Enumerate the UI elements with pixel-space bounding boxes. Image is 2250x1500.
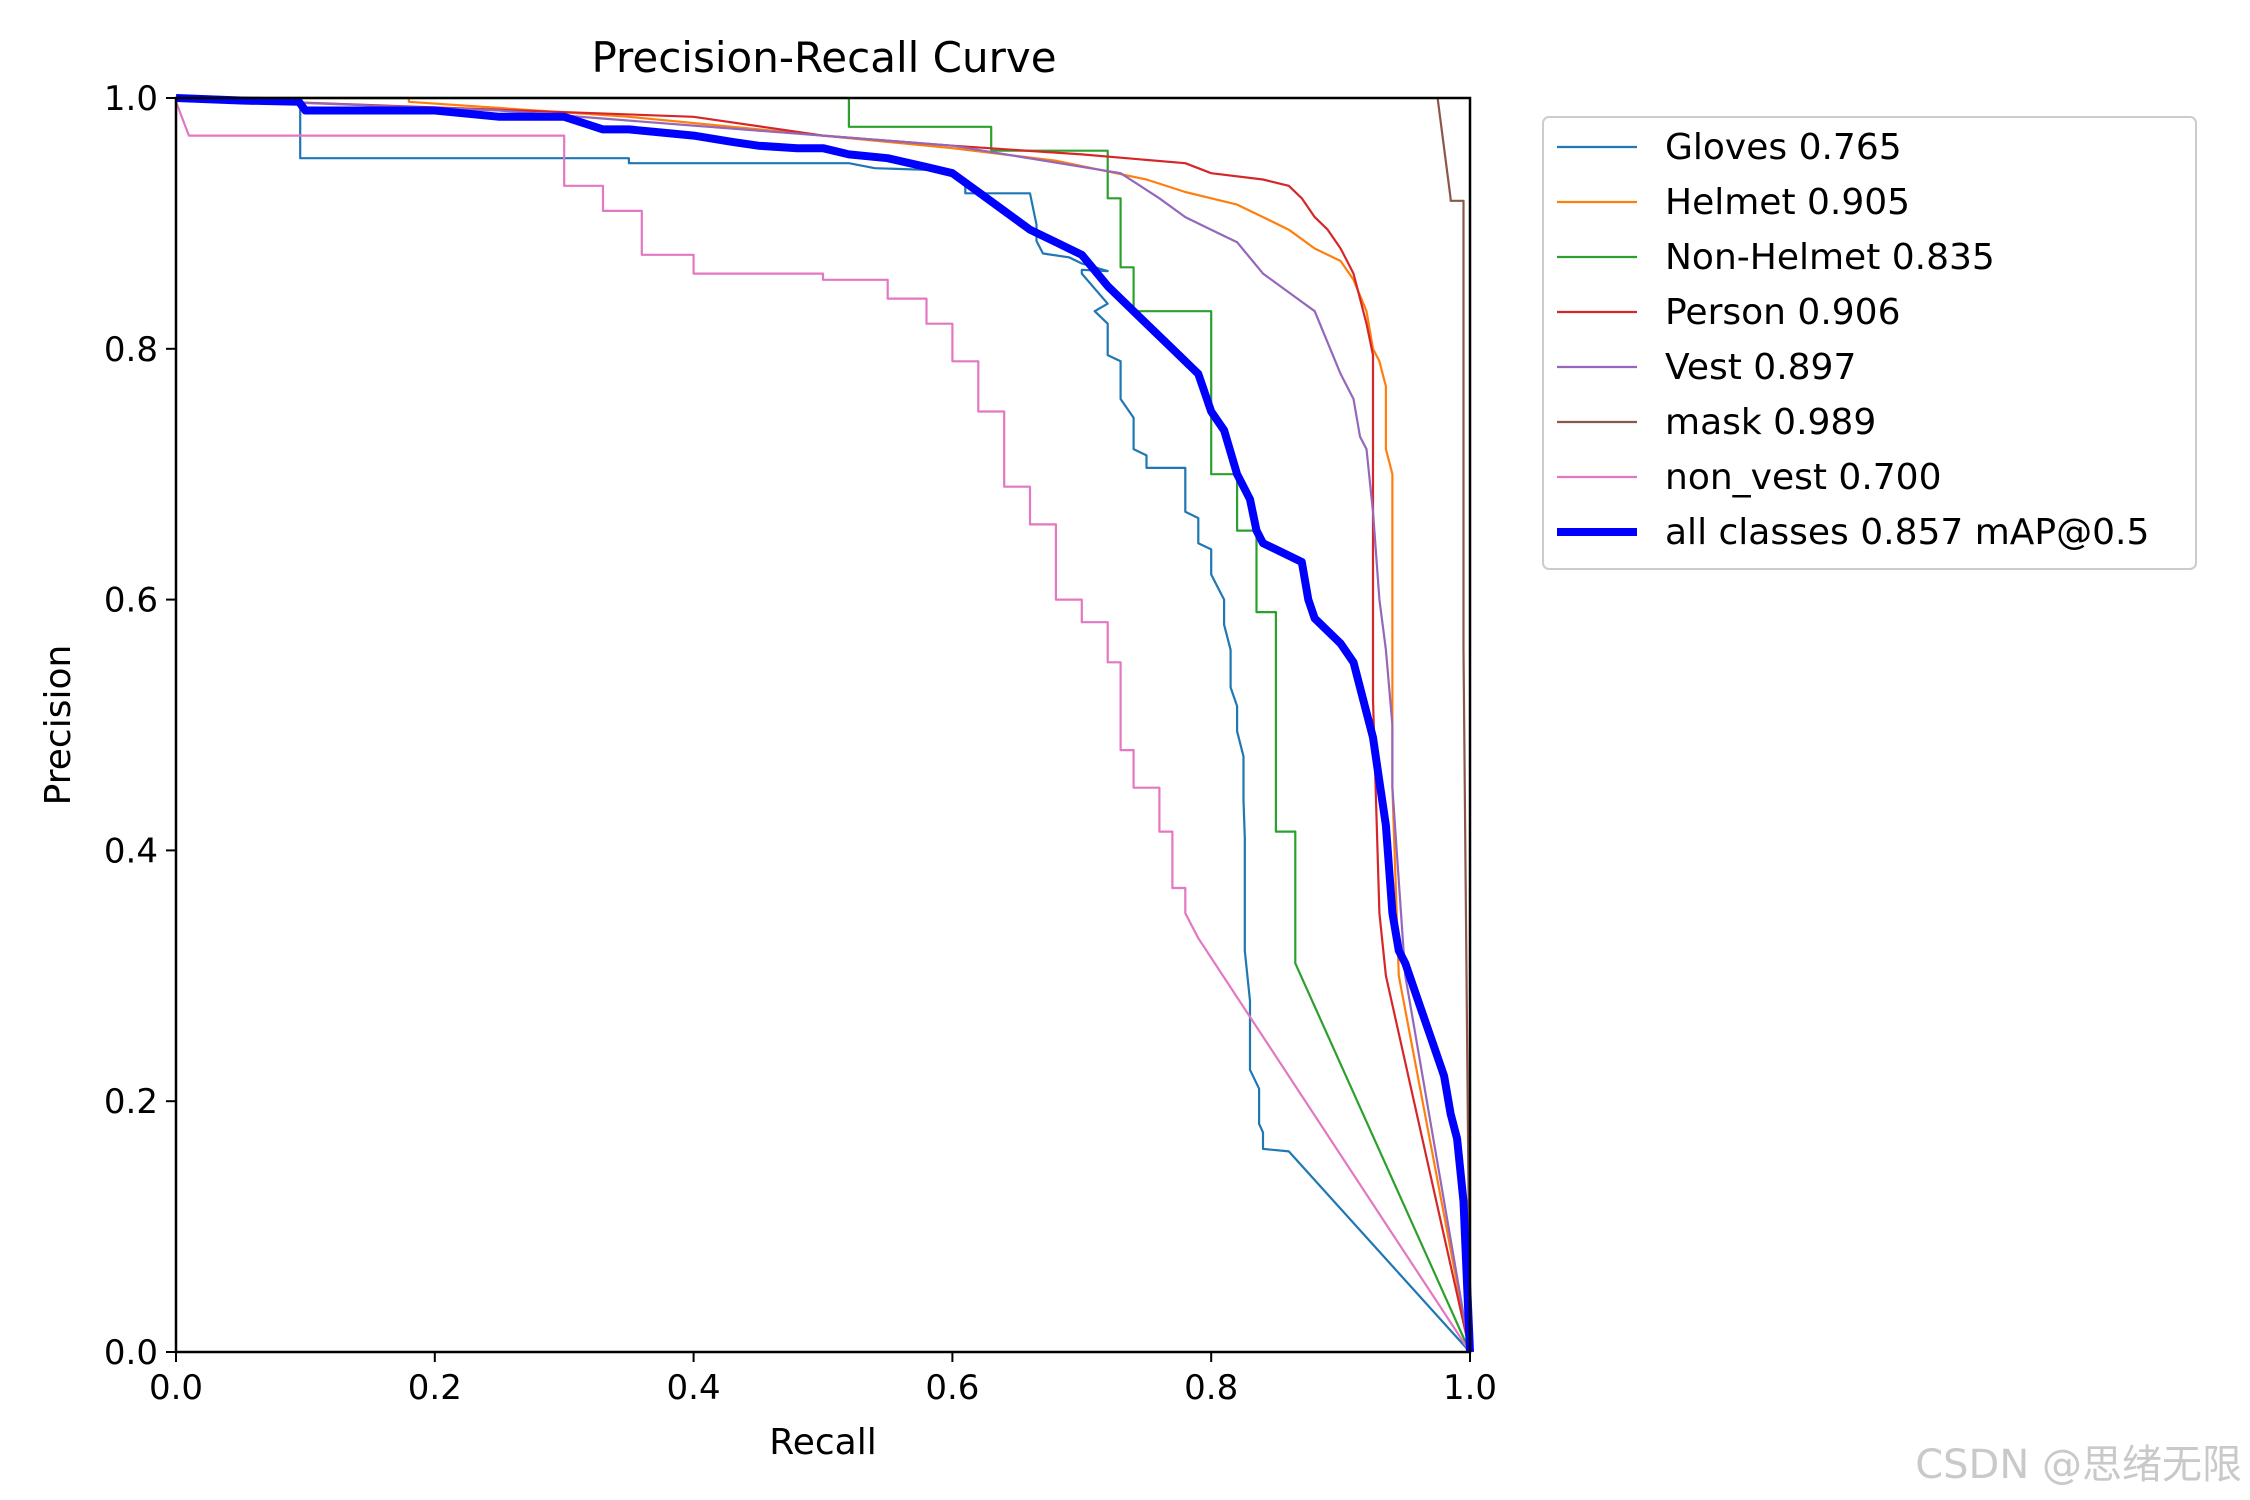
legend-box <box>1542 116 2197 570</box>
y-tick-label: 0.4 <box>104 831 158 871</box>
series-line-6 <box>174 101 1471 1353</box>
y-tick-label: 0.0 <box>104 1333 158 1373</box>
y-axis-ticks: 0.0 0.2 0.4 0.6 0.8 1.0 <box>104 79 176 1373</box>
legend-label: non_vest 0.700 <box>1665 457 1942 498</box>
x-tick-label: 0.8 <box>1184 1368 1238 1408</box>
plot-frame <box>174 96 1472 1354</box>
legend-label: Gloves 0.765 <box>1665 127 1902 168</box>
series-line-3 <box>175 96 1472 1353</box>
legend-label: Non-Helmet 0.835 <box>1665 237 1995 278</box>
series-line-2 <box>176 96 1472 1353</box>
plot-lines <box>174 94 1474 1353</box>
y-axis-label: Precision <box>38 645 79 806</box>
legend-label: all classes 0.857 mAP@0.5 <box>1665 512 2149 553</box>
x-axis-label: Recall <box>769 1422 876 1463</box>
y-tick-label: 1.0 <box>104 79 158 119</box>
x-tick-label: 0.6 <box>925 1368 979 1408</box>
x-tick-label: 0.2 <box>408 1368 462 1408</box>
series-line-4 <box>175 96 1472 1353</box>
x-tick-label: 0.0 <box>149 1368 203 1408</box>
legend-label: Person 0.906 <box>1665 292 1900 333</box>
chart-title: Precision-Recall Curve <box>591 33 1056 82</box>
x-tick-label: 1.0 <box>1443 1368 1497 1408</box>
y-tick-label: 0.6 <box>104 581 158 621</box>
series-line-5 <box>1436 97 1472 1353</box>
legend: Gloves 0.765 Helmet 0.905 Non-Helmet 0.835… <box>1542 116 2197 570</box>
watermark: CSDN @思绪无限 <box>1915 1442 2242 1488</box>
x-axis-ticks: 0.0 0.2 0.4 0.6 0.8 1.0 <box>149 1352 1497 1408</box>
y-tick-label: 0.8 <box>104 330 158 370</box>
legend-label: Helmet 0.905 <box>1665 182 1910 223</box>
legend-items: Gloves 0.765 Helmet 0.905 Non-Helmet 0.835… <box>1557 127 2149 553</box>
legend-label: Vest 0.897 <box>1665 347 1856 388</box>
x-tick-label: 0.4 <box>667 1368 721 1408</box>
series-line-7 <box>175 94 1474 1353</box>
legend-label: mask 0.989 <box>1665 402 1876 443</box>
y-tick-label: 0.2 <box>104 1082 158 1122</box>
